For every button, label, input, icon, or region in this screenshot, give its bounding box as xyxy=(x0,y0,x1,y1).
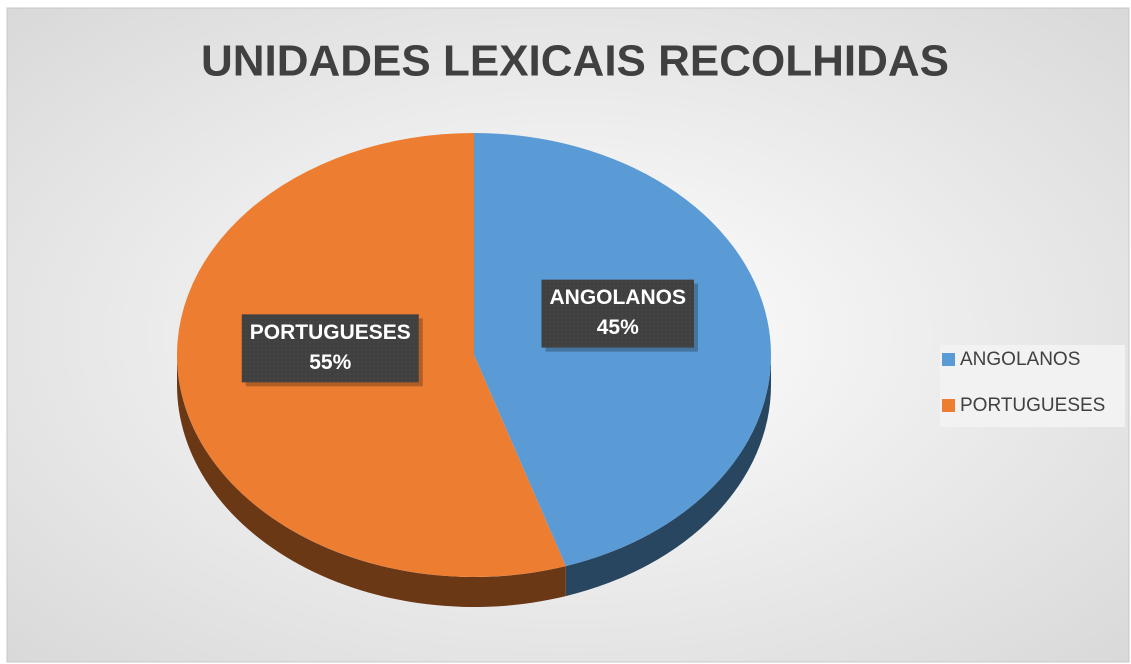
data-label-category: PORTUGUESES xyxy=(250,321,411,344)
slice-side xyxy=(565,355,771,597)
data-label: PORTUGUESES 55% xyxy=(241,314,423,387)
data-label-box xyxy=(541,279,694,348)
legend-label: ANGOLANOS xyxy=(960,349,1080,370)
data-label-category: ANGOLANOS xyxy=(549,286,686,309)
data-label-value: 45% xyxy=(597,316,639,339)
legend-marker xyxy=(942,353,955,366)
legend-marker xyxy=(942,399,955,412)
slice-side xyxy=(177,355,566,607)
data-label: ANGOLANOS 45% xyxy=(541,279,698,352)
legend-box xyxy=(940,345,1125,427)
data-label-box xyxy=(241,314,419,383)
chart-title: UNIDADES LEXICAIS RECOLHIDAS xyxy=(201,37,949,86)
slice xyxy=(474,133,771,567)
legend-label: PORTUGUESES xyxy=(960,395,1105,416)
data-label-value: 55% xyxy=(309,351,351,374)
